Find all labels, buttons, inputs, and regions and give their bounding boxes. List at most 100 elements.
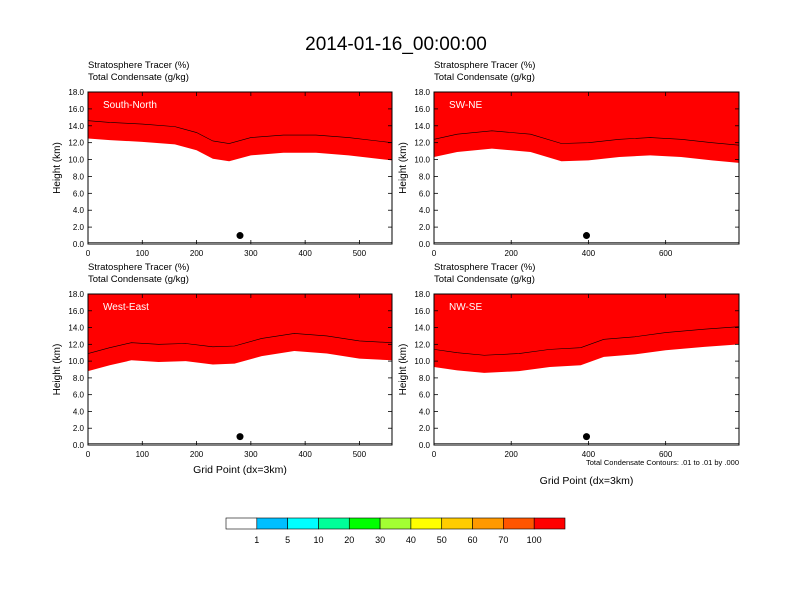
x-tick-label: 0	[432, 249, 437, 258]
colorbar-label: 60	[468, 535, 478, 545]
x-tick-label: 200	[505, 450, 519, 459]
y-tick-label: 8.0	[73, 374, 85, 383]
y-tick-label: 18.0	[68, 88, 84, 97]
y-tick-label: 2.0	[419, 424, 431, 433]
plot-frame	[87, 293, 393, 446]
x-axis-label: Grid Point (dx=3km)	[540, 475, 634, 487]
y-tick-label: 2.0	[419, 223, 431, 232]
condensate-contour	[434, 326, 739, 356]
y-tick-label: 6.0	[73, 189, 85, 198]
y-tick-label: 14.0	[414, 122, 430, 131]
location-marker	[583, 433, 590, 441]
x-tick-label: 600	[659, 450, 673, 459]
panel-label: West-East	[103, 302, 149, 313]
panel-south-north: Stratosphere Tracer (%)Total Condensate …	[52, 60, 393, 258]
y-tick-label: 8.0	[419, 374, 431, 383]
figure-title: 2014-01-16_00:00:00	[305, 34, 487, 55]
y-tick-label: 0.0	[73, 240, 85, 249]
x-tick-label: 100	[136, 249, 150, 258]
panel-subtitle-tracer: Stratosphere Tracer (%)	[88, 262, 189, 273]
y-axis-label: Height (km)	[52, 142, 63, 194]
plot-frame	[433, 91, 740, 245]
x-tick-label: 500	[353, 450, 367, 459]
colorbar-label: 100	[527, 535, 542, 545]
location-marker	[583, 232, 590, 240]
x-tick-label: 0	[432, 450, 437, 459]
y-tick-label: 4.0	[73, 206, 85, 215]
tracer-band-9	[434, 294, 739, 373]
panel-label: South-North	[103, 100, 157, 111]
panel-subtitle-condensate: Total Condensate (g/kg)	[434, 72, 535, 83]
y-tick-label: 0.0	[419, 441, 431, 450]
y-tick-label: 14.0	[68, 324, 84, 333]
y-tick-label: 14.0	[414, 324, 430, 333]
contour-note: Total Condensate Contours: .01 to .01 by…	[586, 458, 739, 467]
y-tick-label: 16.0	[68, 307, 84, 316]
tracer-band-9	[88, 92, 392, 162]
panel-subtitle-condensate: Total Condensate (g/kg)	[88, 274, 189, 285]
y-tick-label: 10.0	[414, 357, 430, 366]
colorbar-swatch	[348, 517, 381, 530]
x-tick-label: 400	[298, 450, 312, 459]
panel-west-east: Stratosphere Tracer (%)Total Condensate …	[52, 262, 393, 476]
colorbar-label: 70	[498, 535, 508, 545]
plot-frame	[433, 293, 740, 446]
y-tick-label: 8.0	[419, 172, 431, 181]
colorbar-swatch	[503, 517, 535, 530]
y-tick-label: 16.0	[414, 105, 430, 114]
panel-subtitle-tracer: Stratosphere Tracer (%)	[88, 60, 189, 71]
colorbar-swatch	[318, 517, 350, 530]
x-tick-label: 400	[582, 249, 596, 258]
colorbar-swatch	[256, 517, 288, 530]
y-tick-label: 10.0	[414, 156, 430, 165]
plot-frame	[87, 91, 393, 245]
x-tick-label: 600	[659, 249, 673, 258]
colorbar-label: 50	[437, 535, 447, 545]
condensate-contour	[88, 333, 392, 354]
colorbar-swatch	[379, 517, 412, 530]
x-tick-label: 200	[190, 249, 204, 258]
colorbar-swatch	[441, 517, 473, 530]
x-tick-label: 500	[353, 249, 367, 258]
panel-subtitle-tracer: Stratosphere Tracer (%)	[434, 60, 535, 71]
y-tick-label: 18.0	[414, 88, 430, 97]
colorbar-label: 10	[313, 535, 323, 545]
y-tick-label: 16.0	[68, 105, 84, 114]
x-axis-label: Grid Point (dx=3km)	[193, 464, 287, 476]
x-tick-label: 0	[86, 450, 91, 459]
panel-subtitle-condensate: Total Condensate (g/kg)	[88, 72, 189, 83]
condensate-contour	[434, 130, 739, 146]
y-tick-label: 12.0	[414, 340, 430, 349]
colorbar-label: 30	[375, 535, 385, 545]
panel-sw-ne: Stratosphere Tracer (%)Total Condensate …	[398, 60, 740, 258]
x-tick-label: 300	[244, 249, 258, 258]
y-axis-label: Height (km)	[398, 344, 409, 396]
y-tick-label: 18.0	[68, 290, 84, 299]
colorbar-label: 1	[254, 535, 259, 545]
x-tick-label: 100	[136, 450, 150, 459]
y-tick-label: 14.0	[68, 122, 84, 131]
x-tick-label: 400	[582, 450, 596, 459]
y-axis-label: Height (km)	[398, 142, 409, 194]
y-tick-label: 6.0	[73, 391, 85, 400]
colorbar-label: 40	[406, 535, 416, 545]
location-marker	[236, 433, 244, 441]
tracer-band-9	[88, 294, 392, 372]
x-tick-label: 200	[190, 450, 204, 459]
x-tick-label: 400	[298, 249, 312, 258]
tracer-band-9	[434, 92, 739, 163]
y-tick-label: 0.0	[73, 441, 85, 450]
x-tick-label: 0	[86, 249, 91, 258]
condensate-contour	[88, 120, 392, 144]
y-tick-label: 4.0	[419, 407, 431, 416]
y-tick-label: 6.0	[419, 391, 431, 400]
panel-subtitle-condensate: Total Condensate (g/kg)	[434, 274, 535, 285]
x-tick-label: 200	[505, 249, 519, 258]
colorbar-swatch	[533, 517, 566, 530]
y-tick-label: 4.0	[73, 407, 85, 416]
y-tick-label: 4.0	[419, 206, 431, 215]
colorbar-swatch	[287, 517, 319, 530]
colorbar-swatch	[410, 517, 443, 530]
colorbar-legend: 1 5 10 20 30 40 50 60 70 100	[225, 517, 566, 545]
colorbar-swatch	[225, 517, 258, 530]
